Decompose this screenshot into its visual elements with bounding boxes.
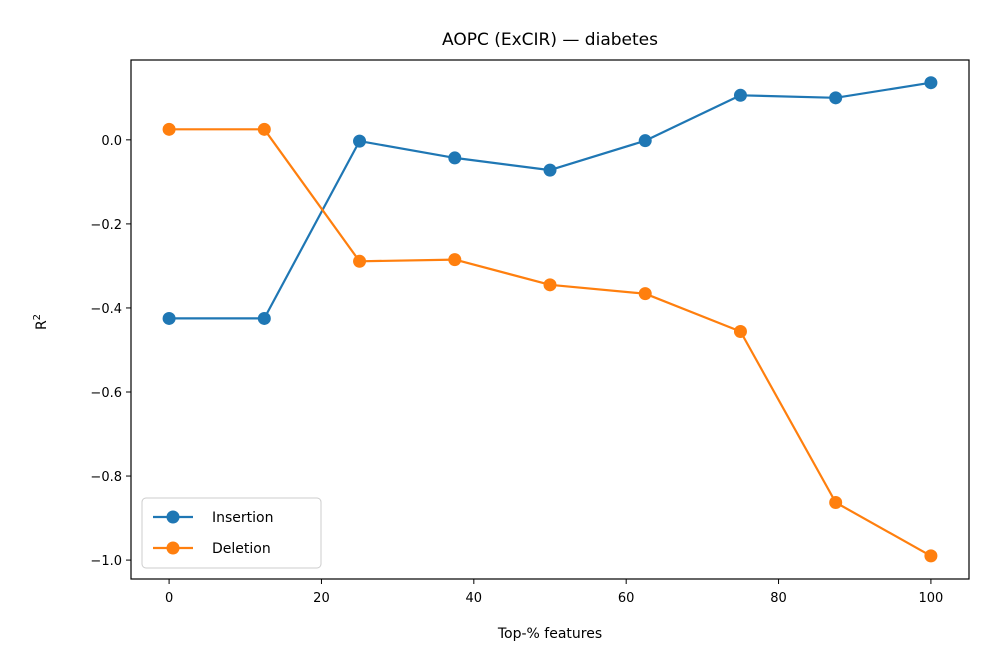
x-tick-label: 40: [466, 591, 483, 606]
y-axis-label-superscript: 2: [32, 314, 43, 320]
legend: Insertion Deletion: [141, 497, 322, 569]
x-axis-label: Top-% features: [497, 626, 602, 642]
data-point-deletion: [924, 549, 938, 563]
x-tick-label: 20: [313, 591, 330, 606]
data-point-deletion: [257, 122, 271, 136]
legend-marker-insertion: [166, 510, 180, 524]
y-tick-label: 0.0: [101, 134, 122, 149]
y-tick-label: −0.4: [90, 302, 122, 317]
chart-title: AOPC (ExCIR) — diabetes: [442, 30, 658, 50]
data-point-insertion: [638, 134, 652, 148]
data-point-deletion: [448, 253, 462, 267]
x-tick-label: 100: [918, 591, 943, 606]
x-tick-label: 60: [618, 591, 635, 606]
legend-box: [141, 497, 322, 569]
data-point-insertion: [448, 151, 462, 165]
data-point-deletion: [638, 287, 652, 301]
data-point-insertion: [353, 134, 367, 148]
data-point-insertion: [924, 76, 938, 90]
data-point-deletion: [162, 122, 176, 136]
data-point-insertion: [257, 311, 271, 325]
y-tick-label: −1.0: [90, 554, 122, 569]
plot-area: 0 20 40 60 80 100 0.0 −0.2 −0.4 −0.6 −0.8 −1.0: [90, 59, 970, 606]
legend-marker-deletion: [166, 541, 180, 555]
data-point-insertion: [829, 91, 843, 105]
x-tick-label: 0: [165, 591, 173, 606]
axes-frame: [130, 59, 970, 580]
data-point-insertion: [162, 311, 176, 325]
legend-label-insertion: Insertion: [212, 510, 273, 526]
data-point-deletion: [543, 278, 557, 292]
y-axis-label: R2: [32, 314, 50, 330]
data-point-deletion: [733, 324, 747, 338]
y-axis-label-base: R: [34, 320, 50, 330]
data-point-deletion: [353, 254, 367, 268]
y-tick-label: −0.8: [90, 470, 122, 485]
x-tick-label: 80: [770, 591, 787, 606]
data-point-insertion: [543, 163, 557, 177]
legend-label-deletion: Deletion: [212, 541, 271, 557]
data-point-deletion: [829, 496, 843, 510]
y-tick-label: −0.6: [90, 386, 122, 401]
data-point-insertion: [733, 88, 747, 102]
y-tick-label: −0.2: [90, 218, 122, 233]
